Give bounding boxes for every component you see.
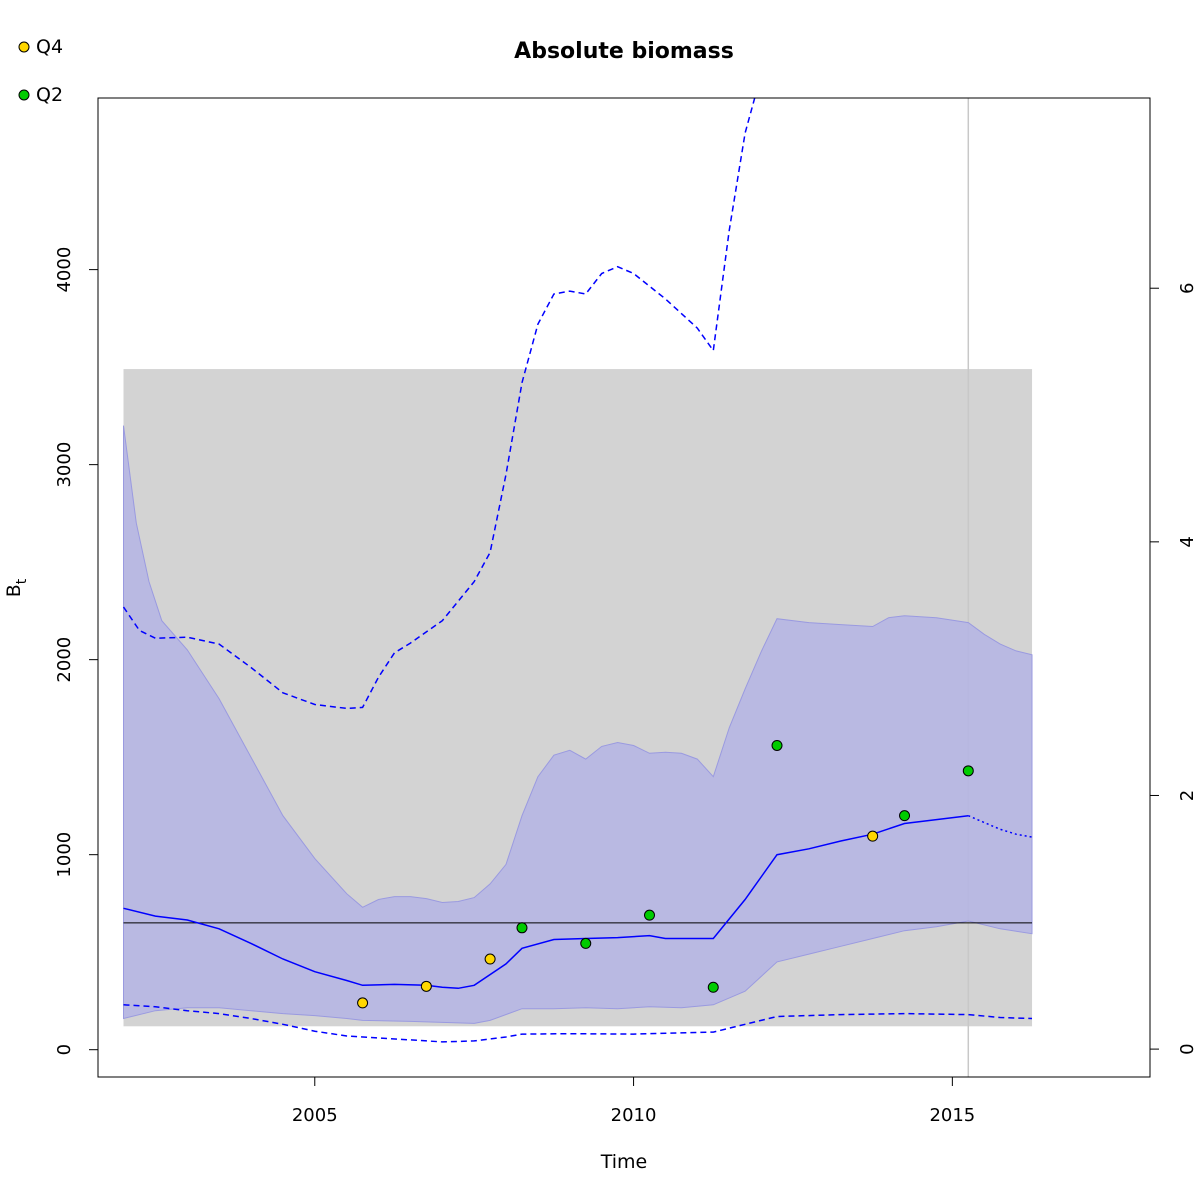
- plot-frame: [97, 97, 1151, 1078]
- series-line-dashed-2: [122, 97, 756, 710]
- y-tick-label-4000: 4000: [54, 247, 75, 293]
- y-right-tick-label-4: 4: [1177, 536, 1198, 547]
- legend-label-q2: Q2: [36, 84, 63, 106]
- point-q2-5: [899, 810, 911, 822]
- y-right-tick-label-6: 6: [1177, 282, 1198, 293]
- legend-marker-q4: [18, 41, 30, 53]
- point-q2-3: [707, 981, 719, 993]
- series-line-dotted-1: [968, 815, 1033, 838]
- plot-area: [122, 97, 1033, 1077]
- y-tick-label-1000: 1000: [54, 832, 75, 878]
- point-q2-1: [580, 937, 592, 949]
- y-right-tick-label-0: 0: [1177, 1043, 1198, 1054]
- axes: 2005 2010 2015 0 1000 2000 3000 4000 0 2 4 6: [54, 247, 1198, 1126]
- legend-marker-q2: [18, 89, 30, 101]
- x-tick-label-2005: 2005: [292, 1105, 338, 1126]
- x-tick-label-2015: 2015: [929, 1105, 975, 1126]
- y-axis-label-subscript: t: [14, 578, 30, 584]
- legend-label-q4: Q4: [36, 36, 63, 58]
- point-q2-6: [962, 765, 974, 777]
- x-axis-label: Time: [600, 1151, 648, 1173]
- x-tick-label-2010: 2010: [611, 1105, 657, 1126]
- confidence-band: [123, 425, 1033, 1024]
- point-q2-0: [516, 922, 528, 934]
- y-tick-label-2000: 2000: [54, 637, 75, 683]
- point-q4-3: [867, 830, 879, 842]
- y-tick-label-3000: 3000: [54, 442, 75, 488]
- y-right-tick-label-2: 2: [1177, 790, 1198, 801]
- y-axis-label: Bt: [3, 578, 30, 597]
- y-tick-label-0: 0: [54, 1044, 75, 1055]
- y-axis-label-main: B: [3, 584, 25, 597]
- chart-title: Absolute biomass: [514, 39, 734, 64]
- series-line-solid-0: [123, 814, 969, 990]
- point-q2-2: [644, 909, 656, 921]
- point-q4-2: [484, 953, 496, 965]
- series-line-dashed-3: [123, 1004, 1033, 1043]
- legend: Q4 Q2: [18, 36, 63, 106]
- point-q4-0: [357, 997, 369, 1009]
- point-q2-4: [771, 739, 783, 751]
- point-q4-1: [420, 980, 432, 992]
